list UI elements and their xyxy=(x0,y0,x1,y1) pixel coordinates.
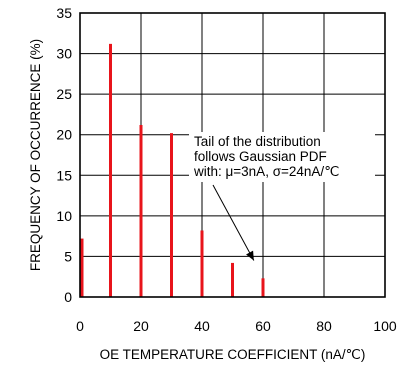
x-tick-label: 80 xyxy=(316,318,332,334)
annotation-line: Tail of the distribution xyxy=(194,134,321,149)
y-tick-labels: 0 5 10 15 20 25 30 35 xyxy=(56,5,72,305)
y-tick-label: 20 xyxy=(56,127,72,143)
y-tick-label: 30 xyxy=(56,46,72,62)
x-tick-labels: 0 20 40 60 80 100 xyxy=(76,318,397,334)
y-tick-label: 35 xyxy=(56,5,72,21)
y-tick-label: 5 xyxy=(64,248,72,264)
annotation-arrowhead xyxy=(246,250,254,261)
annotation-arrow xyxy=(212,184,255,261)
x-axis-title: OE TEMPERATURE COEFFICIENT (nA/℃) xyxy=(100,347,366,362)
y-tick-label: 25 xyxy=(56,86,72,102)
x-tick-label: 0 xyxy=(76,318,84,334)
x-tick-label: 40 xyxy=(194,318,210,334)
x-tick-label: 60 xyxy=(255,318,271,334)
y-tick-label: 10 xyxy=(56,208,72,224)
annotation-background xyxy=(189,132,375,182)
annotation-line: with: μ=3nA, σ=24nA/℃ xyxy=(193,164,339,179)
x-tick-label: 100 xyxy=(373,318,397,334)
y-axis-title: FREQUENCY OF OCCURRENCE (%) xyxy=(28,39,43,271)
y-tick-label: 15 xyxy=(56,167,72,183)
plot-frame xyxy=(79,12,386,298)
bars xyxy=(80,43,265,297)
y-tick-label: 0 xyxy=(64,289,72,305)
x-tick-label: 20 xyxy=(133,318,149,334)
annotation-line: follows Gaussian PDF xyxy=(194,149,327,164)
